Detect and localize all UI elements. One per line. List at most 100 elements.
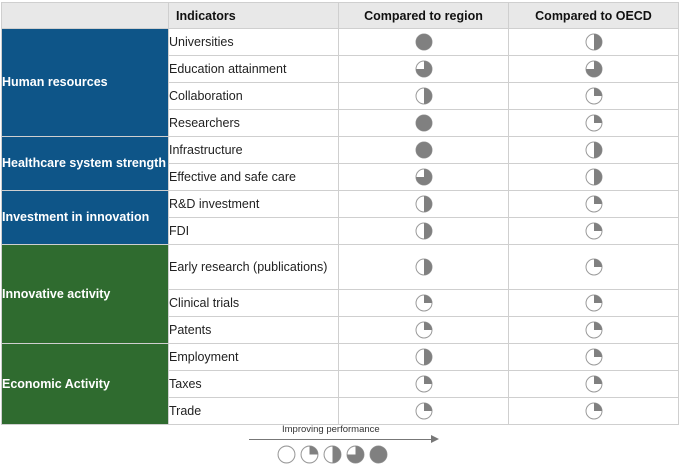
table-row: Clinical trials [2,289,679,317]
table-row: Trade [2,397,679,425]
region-rating-cell [338,163,509,191]
indicator-cell: Effective and safe care [168,163,339,191]
harvey-ball-icon [415,375,432,393]
oecd-rating-cell [508,370,679,398]
harvey-ball-icon [415,222,432,240]
oecd-rating-cell [508,289,679,317]
harvey-ball-icon [585,321,602,339]
indicator-cell: Employment [168,343,339,371]
harvey-ball-icon [415,195,432,213]
oecd-rating-cell [508,316,679,344]
region-rating-cell [338,136,509,164]
header-blank-cell [1,2,169,29]
category-cell: Healthcare system strength [1,136,169,191]
table-row: Healthcare system strength Infrastructure [1,136,679,191]
region-rating-cell [338,217,509,245]
indicator-cell: Education attainment [168,55,339,83]
table-row: Patents [2,316,679,344]
harvey-ball-icon [415,402,432,420]
legend-arrowhead [431,435,439,443]
harvey-ball-icon [415,258,432,276]
harvey-ball-icon [323,445,342,464]
harvey-ball-icon [300,445,319,464]
oecd-rating-cell [508,82,679,110]
harvey-ball-icon [415,321,432,339]
indicator-cell: Taxes [168,370,339,398]
header-indicators: Indicators [168,2,339,29]
harvey-ball-icon [415,60,432,78]
harvey-ball-icon [585,141,602,159]
harvey-ball-icon [415,114,432,132]
oecd-rating-cell [508,190,679,218]
region-rating-cell [338,316,509,344]
header-compared-to-oecd: Compared to OECD [508,2,679,29]
oecd-rating-cell [508,163,679,191]
legend-arrow [249,439,433,440]
performance-legend: Improving performance [249,422,439,467]
region-rating-cell [338,244,509,290]
harvey-ball-icon [415,294,432,312]
oecd-rating-cell [508,136,679,164]
region-rating-cell [338,190,509,218]
oecd-rating-cell [508,343,679,371]
harvey-ball-icon [277,445,296,464]
harvey-ball-icon [585,87,602,105]
harvey-ball-icon [585,33,602,51]
harvey-ball-icon [415,141,432,159]
harvey-ball-icon [585,168,602,186]
indicator-cell: Patents [168,316,339,344]
region-rating-cell [338,82,509,110]
indicator-cell: Collaboration [168,82,339,110]
region-rating-cell [338,289,509,317]
legend-label: Improving performance [282,424,380,435]
harvey-ball-icon [585,375,602,393]
harvey-ball-icon [585,222,602,240]
header-compared-to-region: Compared to region [338,2,509,29]
table-row: Human resources Universities [1,28,679,137]
oecd-rating-cell [508,55,679,83]
harvey-ball-icon [585,114,602,132]
table-row: Economic Activity Employment [1,343,679,425]
region-rating-cell [338,397,509,425]
region-rating-cell [338,55,509,83]
indicator-cell: Infrastructure [168,136,339,164]
harvey-ball-icon [369,445,388,464]
indicator-cell: R&D investment [168,190,339,218]
harvey-ball-icon [415,33,432,51]
harvey-ball-icon [585,258,602,276]
region-rating-cell [338,28,509,56]
oecd-rating-cell [508,28,679,56]
oecd-rating-cell [508,397,679,425]
oecd-rating-cell [508,109,679,137]
harvey-ball-icon [585,348,602,366]
category-cell: Human resources [1,28,169,137]
table-body: Human resources Universities Education att… [1,28,679,425]
indicator-cell: Clinical trials [168,289,339,317]
indicator-cell: Researchers [168,109,339,137]
region-rating-cell [338,109,509,137]
harvey-ball-icon [415,348,432,366]
region-rating-cell [338,370,509,398]
harvey-ball-icon [415,87,432,105]
category-cell: Economic Activity [1,343,169,425]
harvey-ball-icon [585,294,602,312]
harvey-ball-icon [585,60,602,78]
indicator-cell: Universities [168,28,339,56]
indicator-table: Indicators Compared to region Compared t… [1,2,679,425]
harvey-ball-icon [585,195,602,213]
legend-harvey-balls [277,445,388,464]
table-row: Investment in innovation R&D investment [1,190,679,245]
oecd-rating-cell [508,244,679,290]
table-row: Innovative activity Early research (publi… [1,244,679,344]
category-cell: Investment in innovation [1,190,169,245]
harvey-ball-icon [415,168,432,186]
category-cell: Innovative activity [1,244,169,344]
table-row: Taxes [2,370,679,398]
table-header-row: Indicators Compared to region Compared t… [1,2,679,29]
indicator-cell: Early research (publications) [168,244,339,290]
indicator-cell: Trade [168,397,339,425]
oecd-rating-cell [508,217,679,245]
region-rating-cell [338,343,509,371]
table-row: Education attainment [2,55,679,83]
table-row: Researchers [2,109,679,137]
